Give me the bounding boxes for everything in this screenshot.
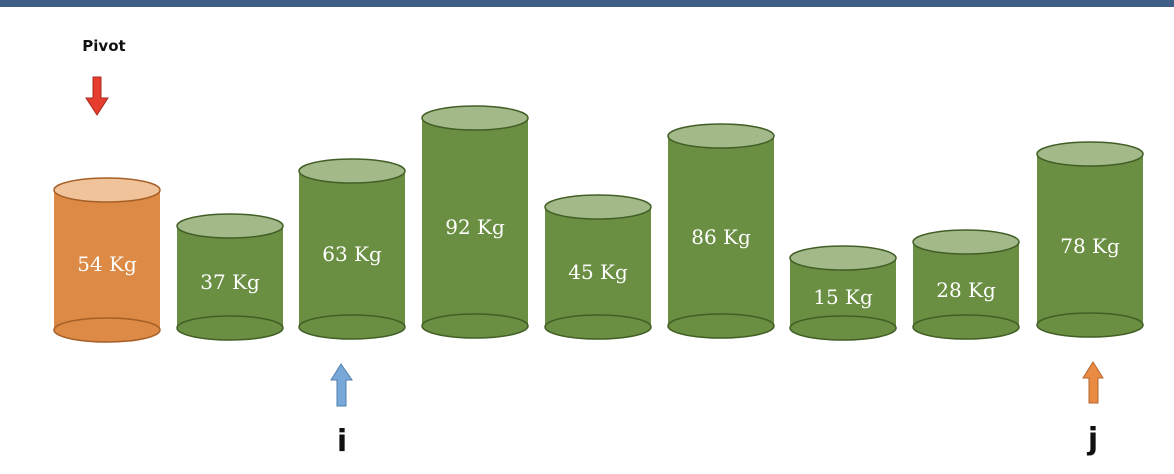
weight-label: 15 Kg: [813, 285, 873, 309]
weight-cylinder: 28 Kg: [912, 229, 1020, 340]
i-pointer-arrow-icon: [330, 363, 353, 407]
weight-cylinder: 78 Kg: [1036, 141, 1144, 338]
weight-label: 45 Kg: [568, 260, 628, 284]
weight-label: 78 Kg: [1060, 234, 1120, 258]
weight-label: 54 Kg: [77, 252, 137, 276]
weight-label: 92 Kg: [445, 215, 505, 239]
weight-cylinder: 37 Kg: [176, 213, 284, 341]
i-pointer-label: i: [337, 424, 347, 459]
pivot-arrow-icon: [85, 76, 109, 116]
weight-label: 28 Kg: [936, 278, 996, 302]
weight-cylinder: 92 Kg: [421, 105, 529, 339]
weight-cylinder: 86 Kg: [667, 123, 775, 339]
weight-cylinder-pivot: 54 Kg: [53, 177, 161, 343]
weight-label: 86 Kg: [691, 225, 751, 249]
header-bar: [0, 0, 1174, 7]
weight-label: 63 Kg: [322, 242, 382, 266]
pivot-label: Pivot: [82, 37, 125, 55]
weight-cylinder: 45 Kg: [544, 194, 652, 340]
j-pointer-label: j: [1087, 422, 1098, 457]
j-pointer-arrow-icon: [1082, 361, 1104, 404]
weight-label: 37 Kg: [200, 270, 260, 294]
weight-cylinder: 63 Kg: [298, 158, 406, 340]
weight-cylinder: 15 Kg: [789, 245, 897, 341]
